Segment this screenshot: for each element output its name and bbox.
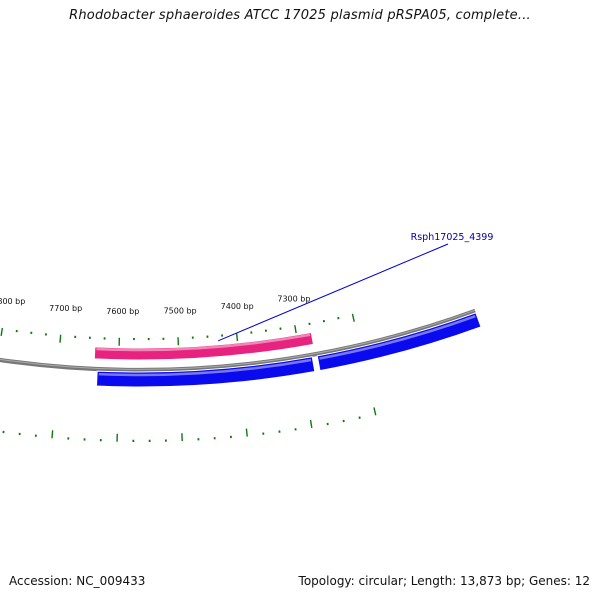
tick-major: [351, 313, 355, 322]
gene-labels: Rsph17025_4399: [218, 232, 494, 342]
backbone-highlight: [0, 309, 476, 370]
gene-arrow-reverse[interactable]: [316, 312, 482, 372]
summary-text: Topology: circular; Length: 13,873 bp; G…: [298, 574, 590, 588]
tick-major: [59, 334, 62, 343]
gene-features[interactable]: [93, 312, 482, 388]
backbone-circle: [0, 308, 476, 373]
gene-arrow-reverse[interactable]: [95, 356, 316, 388]
tick-major: [294, 325, 297, 334]
tick-major: [373, 407, 377, 416]
tick-label: 7600 bp: [106, 307, 139, 316]
map-title: Rhodobacter sphaeroides ATCC 17025 plasm…: [69, 8, 531, 23]
gene-arrow-highlight: [98, 358, 312, 377]
gene-arrow-highlight: [96, 333, 311, 352]
tick-major: [235, 332, 239, 342]
accession-text: Accession: NC_009433: [9, 574, 146, 588]
tick-major: [309, 419, 313, 428]
tick-label: 7300 bp: [277, 295, 310, 304]
outer-tick-ring: [0, 313, 355, 346]
inner-tick-ring: [2, 407, 377, 442]
tick-major: [51, 430, 54, 439]
tick-major: [0, 327, 4, 336]
gene-label[interactable]: Rsph17025_4399: [411, 232, 494, 243]
tick-major: [245, 428, 248, 437]
backbone-ring: [0, 308, 476, 373]
tick-label: 7800 bp: [0, 297, 25, 306]
tick-labels: 8500 bp8400 bp8300 bp8200 bp8100 bp8000 …: [0, 295, 310, 316]
tick-label: 7500 bp: [164, 306, 197, 315]
tick-label: 7400 bp: [221, 302, 254, 311]
tick-label: 7700 bp: [49, 304, 82, 313]
gene-label-leader: [218, 243, 449, 342]
gene-arrow-highlight: [319, 315, 476, 360]
gene-arrow-forward[interactable]: [93, 331, 315, 361]
